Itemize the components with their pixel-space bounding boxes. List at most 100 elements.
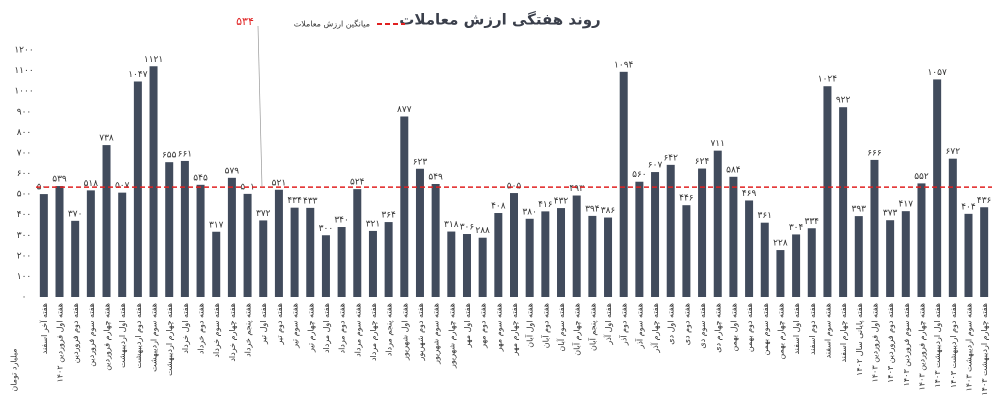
bar (274, 189, 283, 297)
bar (55, 186, 64, 297)
bar (651, 172, 660, 297)
y-tick-label: ۰ (22, 293, 27, 303)
value-label: ۶۶۱ (178, 149, 193, 159)
value-label: ۳۱۸ (444, 220, 459, 230)
bar (39, 194, 48, 297)
x-tick-label: هفته سوم فروردین ۱۴۰۳ (902, 303, 911, 386)
chart-title: روند هفتگی ارزش معاملات (399, 11, 600, 29)
x-tick-label: هفته چهارم آذر (650, 303, 660, 354)
x-tick-label: هفته چهارم فروردین ۱۴۰۳ (917, 303, 926, 391)
value-label: ۹۲۲ (836, 96, 851, 106)
x-tick-label: هفته دوم آذر (619, 303, 629, 346)
bar (792, 234, 801, 297)
x-tick-label: هفته پنجم مرداد (385, 303, 394, 356)
bar (243, 193, 252, 297)
bar (572, 195, 581, 297)
x-tick-label: هفته چهارم مرداد (369, 303, 378, 361)
y-tick-label: ۲۰۰ (17, 251, 32, 261)
x-tick-label: هفته اول آبان (525, 303, 535, 348)
bar (447, 231, 456, 297)
x-tick-label: هفته اول اردیبهشت (118, 303, 127, 368)
value-label: ۶۵۵ (162, 151, 177, 161)
value-label: ۷۱۱ (710, 139, 725, 149)
value-label: ۱۰۴۷ (128, 70, 148, 80)
bar (854, 216, 863, 297)
bar (86, 190, 95, 297)
value-label: ۶۲۳ (413, 157, 428, 167)
bar (259, 220, 268, 297)
bar (525, 218, 534, 297)
y-tick-label: ۹۰۰ (17, 107, 32, 117)
x-tick-label: هفته چهارم بهمن (776, 303, 785, 360)
x-tick-label: هفته پنجم آبان (587, 303, 597, 351)
x-tick-label: هفته چهارم فروردین (103, 303, 112, 371)
bar (964, 213, 973, 297)
value-label: ۳۹۳ (852, 205, 867, 215)
x-tick-label: هفته دوم اسفند (808, 303, 817, 355)
x-tick-label: هفته سوم شهریور (432, 303, 441, 365)
value-label: ۴۹۳ (569, 184, 584, 194)
bar (698, 168, 707, 297)
value-label: ۴۳۴ (287, 196, 302, 206)
x-tick-label: هفته دوم آبان (540, 303, 550, 348)
x-tick-label: هفته دوم فروردین ۱۴۰۳ (886, 303, 895, 383)
bar (415, 168, 424, 297)
value-label: ۵۰۰ (37, 183, 52, 193)
bar (776, 250, 785, 297)
bar (384, 222, 393, 297)
bar (368, 230, 377, 297)
value-label: ۴۰۴ (961, 202, 976, 212)
bar (118, 192, 127, 297)
x-tick-label: هفته دوم مرداد (338, 303, 347, 353)
x-tick-label: هفته پنجم خرداد (244, 303, 253, 357)
value-label: ۶۲۴ (695, 157, 710, 167)
value-label: ۵۸۴ (726, 165, 741, 175)
x-tick-label: هفته سوم بهمن (761, 303, 770, 355)
value-label: ۲۸۸ (475, 226, 490, 236)
value-label: ۵۳۹ (52, 175, 67, 185)
bar (760, 222, 769, 297)
bar (682, 205, 691, 297)
bar (635, 181, 644, 297)
value-label: ۳۶۱ (757, 211, 772, 221)
y-tick-label: ۱۲۰۰ (14, 46, 33, 56)
bar (431, 183, 440, 297)
value-label: ۵۱۸ (84, 179, 99, 189)
x-tick-label: هفته چهارم شهریور (447, 303, 456, 369)
value-label: ۴۳۳ (303, 196, 318, 206)
x-tick-label: هفته سوم تیر (291, 303, 300, 349)
bar (494, 213, 503, 297)
value-label: ۴۳۶ (977, 196, 992, 206)
value-label: ۵۲۱ (272, 178, 287, 188)
bar (839, 107, 848, 297)
y-tick-label: ۵۰۰ (17, 190, 32, 200)
value-label: ۳۰۴ (789, 223, 804, 233)
bar (980, 207, 989, 297)
bar (604, 217, 613, 297)
x-tick-label: هفته دوم اردیبهشت ۱۴۰۳ (949, 303, 958, 388)
bar (870, 159, 879, 297)
x-tick-label: هفته اول شهریور (400, 303, 409, 361)
bar (400, 116, 409, 298)
value-label: ۳۴۰ (334, 216, 349, 226)
x-tick-label: هفته سوم اسفند (823, 303, 832, 358)
bar (745, 200, 754, 297)
x-tick-label: هفته سوم دی (698, 303, 707, 349)
x-tick-label: هفته چهارم اردیبهشت (165, 303, 174, 376)
x-tick-label: هفته سوم خرداد (212, 303, 221, 358)
value-label: ۵۰۷ (115, 181, 130, 191)
x-tick-label: هفته دوم مهر (479, 303, 488, 349)
x-tick-label: هفته چهارم خرداد (228, 303, 237, 362)
bar (227, 177, 236, 297)
bar (353, 189, 362, 297)
value-label: ۵۰۵ (507, 182, 522, 192)
value-label: ۶۰۷ (648, 161, 663, 171)
x-tick-label: هفته اول تیر (259, 303, 268, 345)
x-tick-label: هفته چهارم آبان (572, 303, 582, 356)
value-label: ۱۰۹۴ (614, 60, 634, 70)
x-tick-label: هفته اول اردیبهشت ۱۴۰۳ (933, 303, 942, 388)
bar (917, 183, 926, 297)
value-label: ۳۹۴ (585, 204, 600, 214)
value-label: ۴۰۸ (491, 202, 506, 212)
